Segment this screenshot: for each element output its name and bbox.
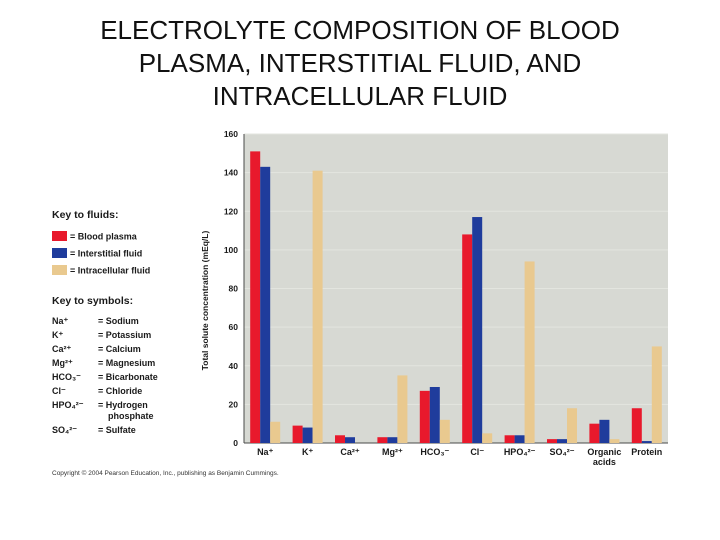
bar-blood-plasma [547, 439, 557, 443]
bar-interstitial-fluid [260, 166, 271, 444]
bar-blood-plasma [292, 425, 303, 443]
title-line: INTRACELLULAR FLUID [212, 81, 508, 111]
x-tick-label: HCO₃⁻ [420, 447, 449, 457]
legend-symbol-meaning: = Hydrogen [98, 400, 148, 410]
bar-interstitial-fluid [302, 427, 313, 443]
y-tick-label: 120 [224, 206, 238, 216]
x-tick-label: SO₄²⁻ [549, 447, 574, 457]
y-tick-label: 140 [224, 168, 238, 178]
plot-area: 0 20 40 60 80 100 120 140 160 Total solute concen… [200, 129, 668, 467]
legend: Key to fluids: = Blood plasma = Interstiti… [52, 209, 158, 435]
legend-symbol-meaning: = Sodium [98, 316, 139, 326]
legend-symbol-meaning: = Bicarbonate [98, 372, 158, 382]
bar-blood-plasma [462, 234, 473, 443]
legend-symbol: SO₄²⁻ [52, 425, 77, 435]
slide-title: ELECTROLYTE COMPOSITION OF BLOOD PLASMA,… [40, 14, 680, 113]
legend-symbol: HPO₄²⁻ [52, 400, 84, 410]
bar-interstitial-fluid [599, 419, 610, 443]
x-tick-label: Ca²⁺ [340, 447, 360, 457]
bar-blood-plasma [589, 423, 600, 443]
legend-symbol-meaning: = Calcium [98, 344, 141, 354]
legend-symbol-meaning: phosphate [108, 411, 154, 421]
bar-intracellular-fluid [312, 170, 323, 443]
bar-interstitial-fluid [472, 217, 483, 443]
legend-label-intracellular-fluid: = Intracellular fluid [70, 266, 150, 276]
legend-swatch-intracellular-fluid [52, 265, 67, 275]
x-tick-label: Organic [587, 447, 621, 457]
x-tick-label: Mg²⁺ [382, 447, 403, 457]
legend-symbol-meaning: = Potassium [98, 330, 151, 340]
bar-interstitial-fluid [345, 437, 355, 443]
y-tick-label: 20 [229, 399, 239, 409]
bar-blood-plasma [631, 408, 642, 443]
y-tick-label: 40 [229, 361, 239, 371]
bar-blood-plasma [250, 151, 261, 443]
x-tick-label: Protein [631, 447, 662, 457]
bar-intracellular-fluid [270, 421, 281, 443]
legend-symbol-meaning: = Magnesium [98, 358, 155, 368]
x-tick-label: Cl⁻ [470, 447, 484, 457]
legend-symbol: K⁺ [52, 330, 63, 340]
legend-swatch-interstitial-fluid [52, 248, 67, 258]
x-tick-label: HPO₄²⁻ [504, 447, 536, 457]
y-tick-label: 80 [229, 284, 239, 294]
legend-symbol: Cl⁻ [52, 386, 66, 396]
legend-fluids-heading: Key to fluids: [52, 209, 119, 221]
legend-label-blood-plasma: = Blood plasma [70, 232, 138, 242]
bar-intracellular-fluid [524, 261, 535, 443]
y-axis-label: Total solute concentration (mEq/L) [200, 231, 210, 371]
x-tick-label: Na⁺ [257, 447, 274, 457]
y-tick-label: 0 [233, 438, 238, 448]
bar-intracellular-fluid [439, 419, 450, 443]
bar-blood-plasma [335, 435, 345, 443]
bar-interstitial-fluid [641, 441, 652, 443]
x-tick-label: acids [593, 457, 616, 467]
legend-symbol: HCO₃⁻ [52, 372, 81, 382]
bar-blood-plasma [504, 435, 515, 443]
bar-interstitial-fluid [557, 439, 567, 443]
legend-label-interstitial-fluid: = Interstitial fluid [70, 249, 142, 259]
bar-interstitial-fluid [514, 435, 525, 443]
bar-intracellular-fluid [397, 375, 408, 443]
legend-symbol: Mg²⁺ [52, 358, 73, 368]
copyright-note: Copyright © 2004 Pearson Education, Inc.… [52, 470, 279, 477]
x-tick-label: K⁺ [302, 447, 313, 457]
legend-swatch-blood-plasma [52, 231, 67, 241]
y-tick-label: 100 [224, 245, 238, 255]
legend-symbol: Ca²⁺ [52, 344, 72, 354]
bar-blood-plasma [419, 390, 430, 443]
bar-intracellular-fluid [651, 346, 662, 443]
bar-intracellular-fluid [567, 408, 577, 443]
bar-interstitial-fluid [429, 386, 440, 443]
y-tick-label: 160 [224, 129, 238, 139]
bar-intracellular-fluid [482, 433, 493, 443]
legend-symbol-meaning: = Sulfate [98, 425, 136, 435]
legend-symbols-heading: Key to symbols: [52, 295, 133, 307]
title-line: ELECTROLYTE COMPOSITION OF BLOOD [100, 15, 620, 45]
legend-symbol: Na⁺ [52, 316, 69, 326]
title-line: PLASMA, INTERSTITIAL FLUID, AND [138, 48, 582, 78]
legend-symbol-meaning: = Chloride [98, 386, 142, 396]
y-tick-label: 60 [229, 322, 239, 332]
bar-blood-plasma [377, 437, 388, 443]
bar-interstitial-fluid [387, 437, 398, 443]
bar-intracellular-fluid [609, 439, 620, 443]
